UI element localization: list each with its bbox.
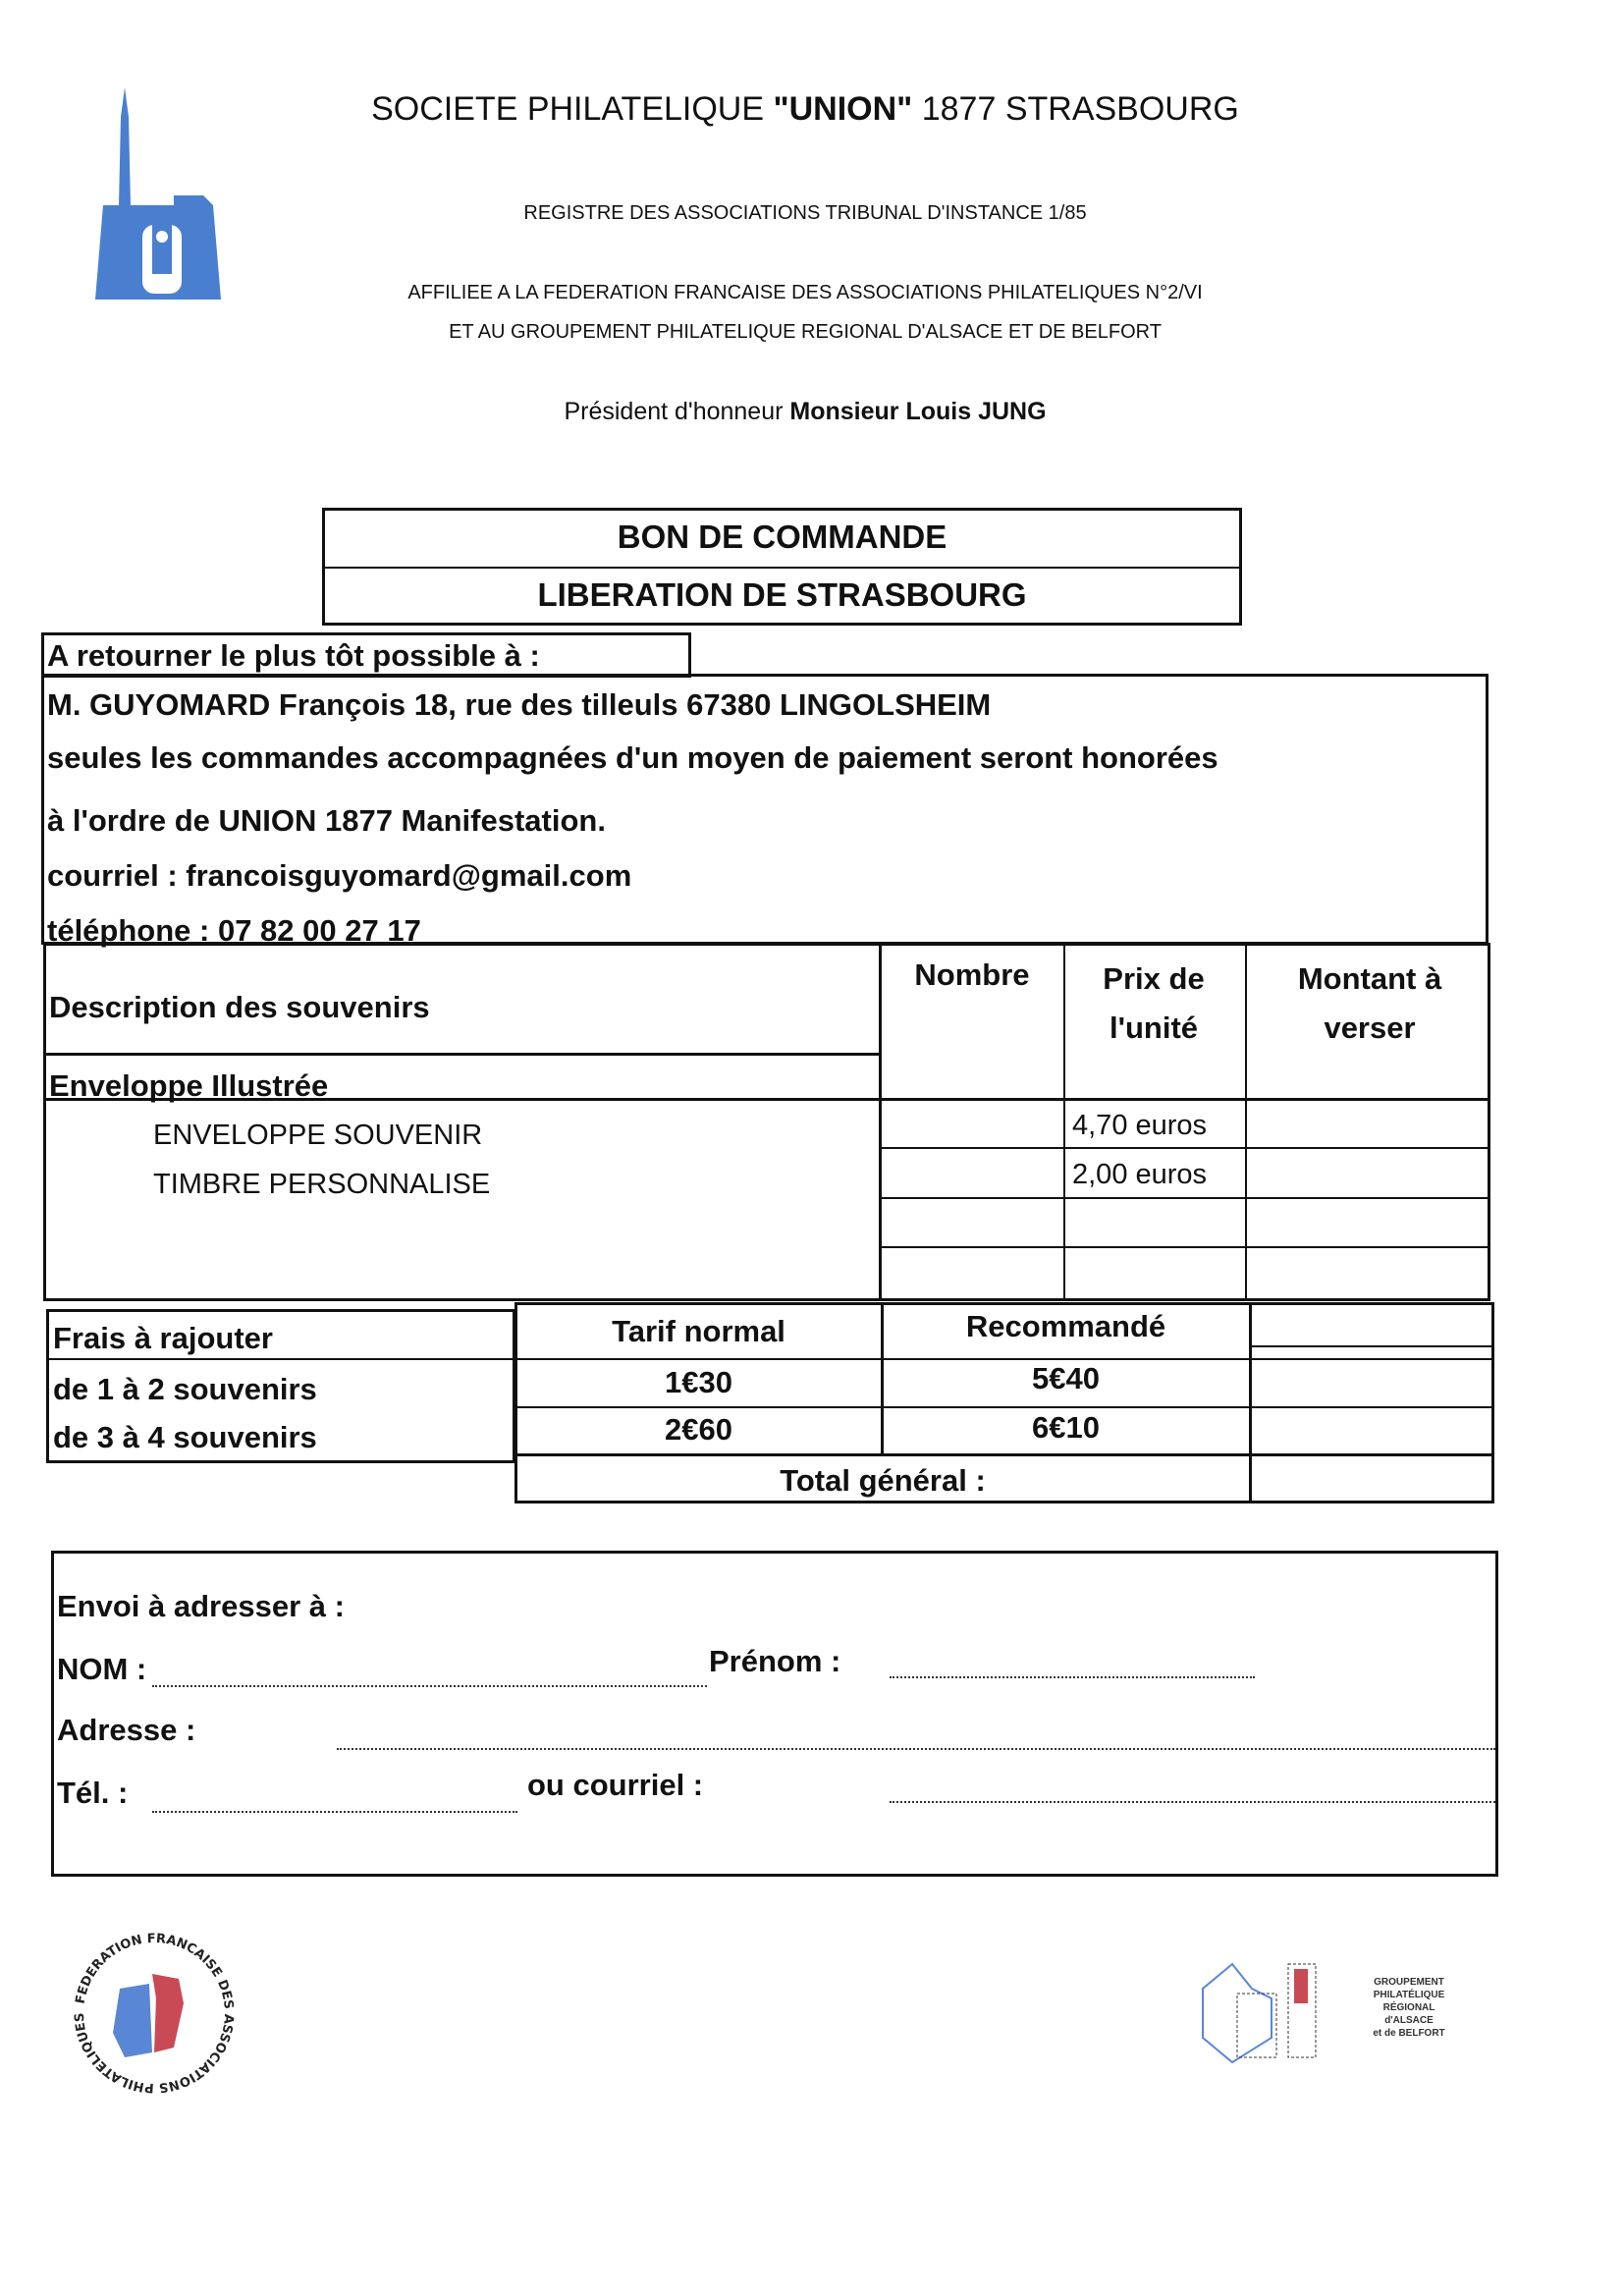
return-label: A retourner le plus tôt possible à : [47,638,540,673]
item-price: 4,70 euros [1072,1110,1208,1141]
header-montant: Montant à verser [1297,961,1442,1045]
nom-field[interactable] [152,1685,707,1687]
fees-reco: 5€40 [1032,1361,1100,1395]
gpra-text: GROUPEMENT PHILATÉLIQUE RÉGIONAL d'ALSAC… [1350,1976,1468,2040]
fees-col-normal: Tarif normal [612,1314,785,1348]
shipping-box [51,1551,1498,1877]
tel-label: Tél. : [57,1776,129,1810]
item-name: TIMBRE PERSONNALISE [153,1169,491,1200]
ffap-logo: FEDERATION FRANCAISE DES ASSOCIATIONS PH… [66,1925,243,2102]
fees-normal: 2€60 [665,1412,732,1447]
tel-field[interactable] [152,1811,517,1813]
form-subtitle: LIBERATION DE STRASBOURG [537,576,1027,613]
header-prix: Prix de l'unité [1103,961,1205,1045]
address-line: M. GUYOMARD François 18, rue des tilleul… [47,687,992,722]
fees-row-label: de 1 à 2 souvenirs [53,1372,317,1406]
president: Président d'honneur Monsieur Louis JUNG [295,398,1316,426]
groupement-text: ET AU GROUPEMENT PHILATELIQUE REGIONAL D… [449,321,1162,343]
title-text-end: 1877 STRASBOURG [912,90,1239,128]
union-logo [95,87,228,300]
header-nombre: Nombre [914,957,1030,992]
president-label: Président d'honneur [564,398,790,425]
gpra-line: d'ALSACE [1384,2015,1434,2026]
payee-line: à l'ordre de UNION 1877 Manifestation. [47,803,606,838]
email-line: courriel : francoisguyomard@gmail.com [47,858,632,893]
fees-normal: 1€30 [665,1365,732,1399]
svg-text:FEDERATION FRANCAISE DES ASSOC: FEDERATION FRANCAISE DES ASSOCIATIONS PH… [73,1932,236,2095]
courriel-field[interactable] [890,1801,1495,1803]
header-description: Description des souvenirs [49,990,430,1024]
president-name: Monsieur Louis JUNG [789,398,1047,425]
nom-label: NOM : [57,1652,147,1686]
adresse-field[interactable] [337,1748,1495,1750]
items-table [43,943,1490,1301]
gpra-logo [1198,1959,1345,2067]
item-price: 2,00 euros [1072,1159,1208,1190]
gpra-line: RÉGIONAL [1382,2002,1435,2013]
payment-note: seules les commandes accompagnées d'un m… [47,740,1218,775]
fees-col-reco: Recommandé [965,1309,1166,1343]
section-enveloppe: Enveloppe Illustrée [49,1068,329,1103]
fees-row-label: de 3 à 4 souvenirs [53,1420,317,1454]
total-label: Total général : [780,1463,986,1498]
gpra-line: et de BELFORT [1373,2028,1445,2039]
title-union: "UNION" [773,90,913,128]
item-name: ENVELOPPE SOUVENIR [153,1120,483,1151]
shipping-title: Envoi à adresser à : [57,1589,345,1623]
fees-reco: 6€10 [1032,1410,1100,1445]
courriel-label: ou courriel : [527,1768,704,1802]
gpra-line: GROUPEMENT [1374,1977,1444,1988]
prenom-label: Prénom : [709,1644,841,1678]
adresse-label: Adresse : [57,1713,196,1747]
society-title: SOCIETE PHILATELIQUE "UNION" 1877 STRASB… [295,90,1316,129]
title-text: SOCIETE PHILATELIQUE [371,90,774,128]
form-title: BON DE COMMANDE [617,519,947,555]
prenom-field[interactable] [890,1676,1255,1678]
phone-line: téléphone : 07 82 00 27 17 [47,913,421,948]
affiliation-text: AFFILIEE A LA FEDERATION FRANCAISE DES A… [407,282,1203,303]
gpra-line: PHILATÉLIQUE [1373,1990,1445,2000]
fees-label: Frais à rajouter [53,1321,273,1355]
registre-text: REGISTRE DES ASSOCIATIONS TRIBUNAL D'INS… [523,202,1087,224]
